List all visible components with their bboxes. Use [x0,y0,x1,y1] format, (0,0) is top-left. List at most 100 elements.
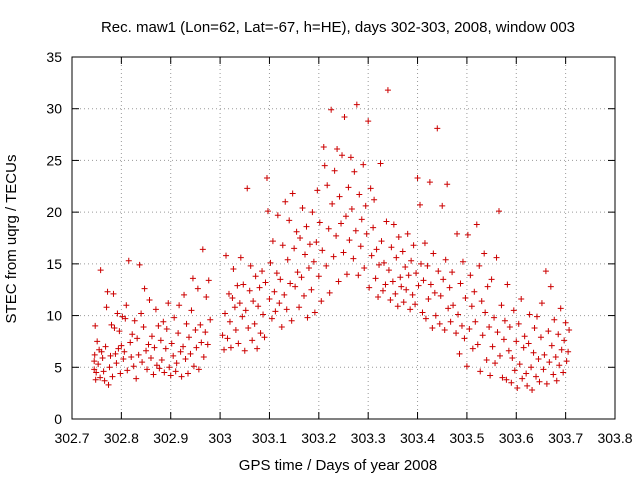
data-point [464,231,471,238]
data-point [320,143,327,150]
data-point [147,354,154,361]
data-point [500,336,507,343]
data-point [441,327,448,334]
data-point [193,344,200,351]
data-point [168,340,175,347]
data-point [383,218,390,225]
data-point [378,238,385,245]
data-point [392,290,399,297]
data-point [324,182,331,189]
data-point [499,374,506,381]
y-tick-label: 15 [46,256,62,272]
data-point [319,247,326,254]
data-point [340,249,347,256]
data-point [151,344,158,351]
data-point [541,351,548,358]
data-point [175,330,182,337]
data-point [188,307,195,314]
data-point [313,239,320,246]
data-point [266,296,273,303]
data-point [466,326,473,333]
data-point [97,374,104,381]
data-point [417,201,424,208]
data-point [326,289,333,296]
data-point [373,246,380,253]
data-point [289,190,296,197]
data-point [145,341,152,348]
data-point [242,307,249,314]
data-point [414,175,421,182]
data-point [421,240,428,247]
data-point [405,272,412,279]
data-point [237,254,244,261]
data-point [250,298,257,305]
data-point [361,264,368,271]
data-point [529,387,536,394]
data-point [442,256,449,263]
data-point [190,363,197,370]
data-point [477,368,484,375]
data-point [467,272,474,279]
data-point [552,353,559,360]
data-point [439,202,446,209]
data-point [335,278,342,285]
data-point [455,311,462,318]
y-tick-label: 25 [46,152,62,168]
y-tick-label: 30 [46,101,62,117]
data-point [139,359,146,366]
data-point [481,250,488,257]
data-point [519,375,526,382]
x-tick-label: 303.6 [499,430,534,446]
data-point [402,263,409,270]
grid-lines [72,57,615,419]
data-point [553,377,560,384]
data-point [276,300,283,307]
data-point [542,268,549,275]
data-point [264,208,271,215]
data-point [198,339,205,346]
data-point [108,321,115,328]
data-point [93,369,100,376]
data-point [178,373,185,380]
data-point [435,268,442,275]
data-point [219,332,226,339]
data-point [333,232,340,239]
data-point [269,238,276,245]
data-point [103,304,110,311]
x-tick-labels: 302.7 302.8 302.9 303 303.1 303.2 303.3 303.4 30… [54,430,632,446]
data-point [229,294,236,301]
data-point [489,343,496,350]
y-tick-label: 0 [54,411,62,427]
data-point [422,315,429,322]
x-tick-label: 303.4 [400,430,435,446]
data-point [244,185,251,192]
data-point [566,327,573,334]
data-point [328,106,335,113]
data-point [129,331,136,338]
data-point [234,282,241,289]
data-point [531,324,538,331]
data-point [107,352,114,359]
data-point [471,288,478,295]
data-point [299,205,306,212]
data-point [524,382,531,389]
data-point [118,342,125,349]
data-point [267,259,274,266]
data-point [158,357,165,364]
data-point [336,193,343,200]
data-point [434,125,441,132]
data-point [382,281,389,288]
data-point [535,356,542,363]
data-point [204,341,211,348]
data-point [345,184,352,191]
data-point [563,358,570,365]
data-point [403,286,410,293]
data-point [202,329,209,336]
data-point [362,202,369,209]
data-point [540,366,547,373]
data-point [222,310,229,317]
data-point [199,246,206,253]
data-point [116,328,123,335]
x-axis-label: GPS time / Days of year 2008 [239,457,437,474]
